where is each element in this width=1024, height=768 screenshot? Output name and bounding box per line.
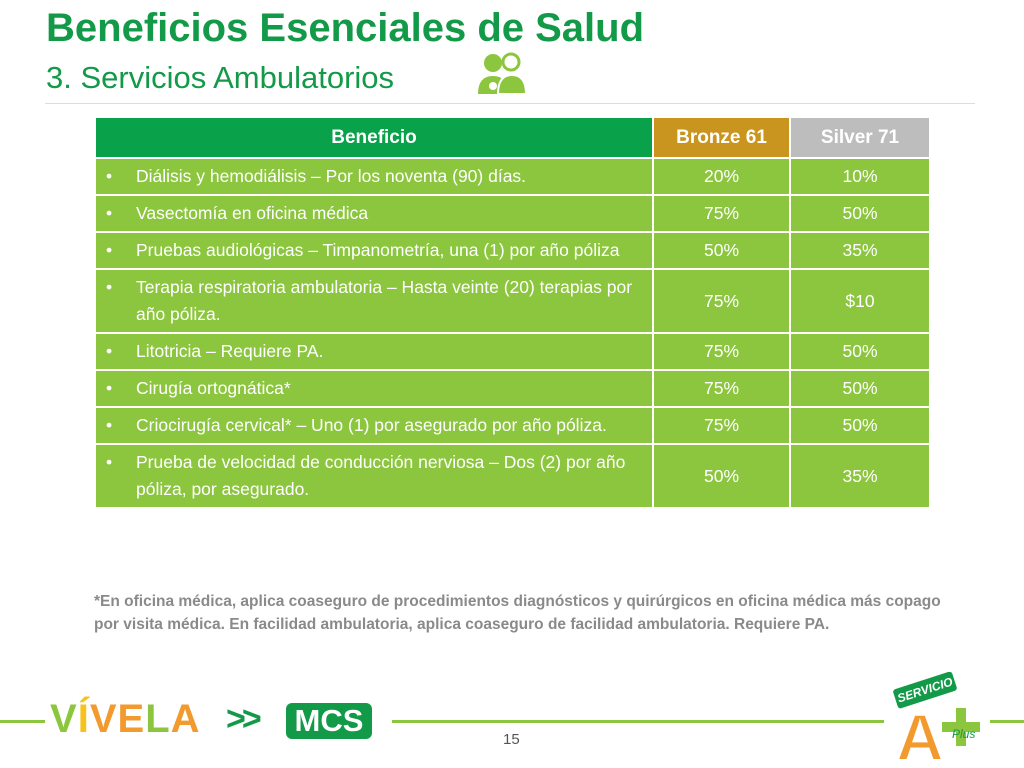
cell-benefit: Pruebas audiológicas – Timpanometría, un… <box>94 231 654 270</box>
cell-value: 10% <box>789 157 931 196</box>
cell-value: 50% <box>652 443 791 509</box>
cell-benefit: Cirugía ortognática* <box>94 369 654 408</box>
doctor-icon <box>478 52 528 95</box>
subtitle: 3. Servicios Ambulatorios <box>46 60 395 95</box>
brand-logo: VÍVELA <box>50 697 201 741</box>
table-row: Litotricia – Requiere PA.75%50% <box>94 332 931 371</box>
cell-value: 50% <box>789 332 931 371</box>
cell-benefit: Diálisis y hemodiálisis – Por los novent… <box>94 157 654 196</box>
cell-benefit: Vasectomía en oficina médica <box>94 194 654 233</box>
badge-script: Plus <box>952 727 975 741</box>
table-row: Cirugía ortognática*75%50% <box>94 369 931 408</box>
cell-value: $10 <box>789 268 931 334</box>
cell-benefit: Criocirugía cervical* – Uno (1) por aseg… <box>94 406 654 445</box>
footnote: *En oficina médica, aplica coaseguro de … <box>94 593 941 633</box>
divider <box>45 103 975 104</box>
cell-value: 50% <box>789 406 931 445</box>
cell-benefit: Prueba de velocidad de conducción nervio… <box>94 443 654 509</box>
cell-value: 20% <box>652 157 791 196</box>
cell-value: 35% <box>789 443 931 509</box>
company-logo: MCS <box>286 703 372 739</box>
cell-benefit: Litotricia – Requiere PA. <box>94 332 654 371</box>
table-row: Terapia respiratoria ambulatoria – Hasta… <box>94 268 931 334</box>
cell-value: 50% <box>652 231 791 270</box>
cell-value: 75% <box>652 194 791 233</box>
cell-value: 35% <box>789 231 931 270</box>
cell-value: 75% <box>652 406 791 445</box>
table-row: Prueba de velocidad de conducción nervio… <box>94 443 931 509</box>
cell-value: 75% <box>652 369 791 408</box>
footer-line <box>0 720 45 723</box>
cell-value: 75% <box>652 268 791 334</box>
brand-arrows: >> <box>226 700 262 738</box>
footer-line <box>990 720 1024 723</box>
table-row: Pruebas audiológicas – Timpanometría, un… <box>94 231 931 270</box>
page-number: 15 <box>503 731 520 748</box>
column-header: Silver 71 <box>789 116 931 159</box>
cell-value: 50% <box>789 194 931 233</box>
table-row: Criocirugía cervical* – Uno (1) por aseg… <box>94 406 931 445</box>
table-row: Diálisis y hemodiálisis – Por los novent… <box>94 157 931 196</box>
badge-letter: A <box>896 700 944 764</box>
cell-value: 75% <box>652 332 791 371</box>
column-header: Bronze 61 <box>652 116 791 159</box>
cell-benefit: Terapia respiratoria ambulatoria – Hasta… <box>94 268 654 334</box>
title: Beneficios Esenciales de Salud <box>46 6 645 50</box>
servicio-badge: SERVICIO A Plus <box>893 672 980 764</box>
column-header: Beneficio <box>94 116 654 159</box>
footer-line <box>392 720 884 723</box>
cell-value: 50% <box>789 369 931 408</box>
